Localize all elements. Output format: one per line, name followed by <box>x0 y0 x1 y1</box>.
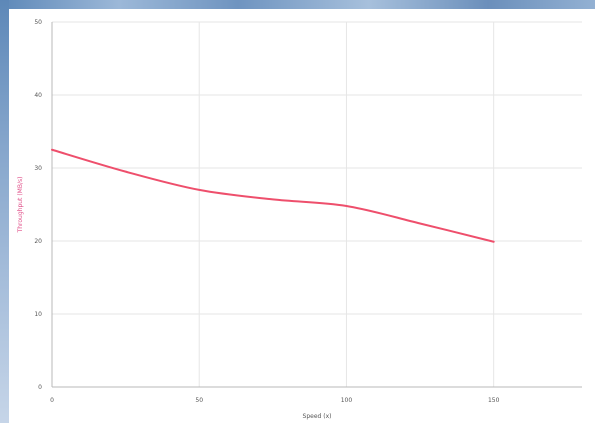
y-axis-title: Throughput (MB/s) <box>17 177 24 234</box>
x-tick-label: 150 <box>488 397 500 404</box>
series-lines <box>51 148 495 243</box>
window-top-border <box>0 0 595 9</box>
y-tick-label: 10 <box>34 311 42 318</box>
series-line <box>51 148 495 243</box>
y-tick-label: 0 <box>38 384 42 391</box>
tick-labels: 0 10 20 30 40 50 0 50 100 150 <box>34 19 499 404</box>
x-tick-label: 0 <box>50 397 54 404</box>
x-tick-label: 100 <box>341 397 353 404</box>
y-tick-label: 50 <box>34 19 42 26</box>
grid-lines <box>51 21 582 388</box>
window-left-border <box>0 0 9 423</box>
x-tick-label: 50 <box>195 397 203 404</box>
y-tick-label: 30 <box>34 165 42 172</box>
y-tick-label: 40 <box>34 92 42 99</box>
x-axis-title: Speed (x) <box>303 413 332 420</box>
y-tick-label: 20 <box>34 238 42 245</box>
axes <box>51 22 582 388</box>
